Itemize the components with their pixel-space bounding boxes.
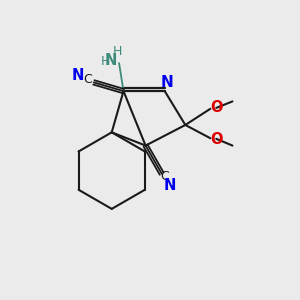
Text: H: H bbox=[113, 45, 122, 58]
Text: H: H bbox=[101, 55, 110, 68]
Text: N: N bbox=[105, 53, 117, 68]
Text: O: O bbox=[211, 100, 223, 115]
Text: N: N bbox=[164, 178, 176, 193]
Text: N: N bbox=[72, 68, 84, 83]
Text: O: O bbox=[211, 132, 223, 147]
Text: N: N bbox=[160, 75, 173, 90]
Text: C: C bbox=[83, 73, 92, 86]
Text: C: C bbox=[160, 170, 169, 183]
